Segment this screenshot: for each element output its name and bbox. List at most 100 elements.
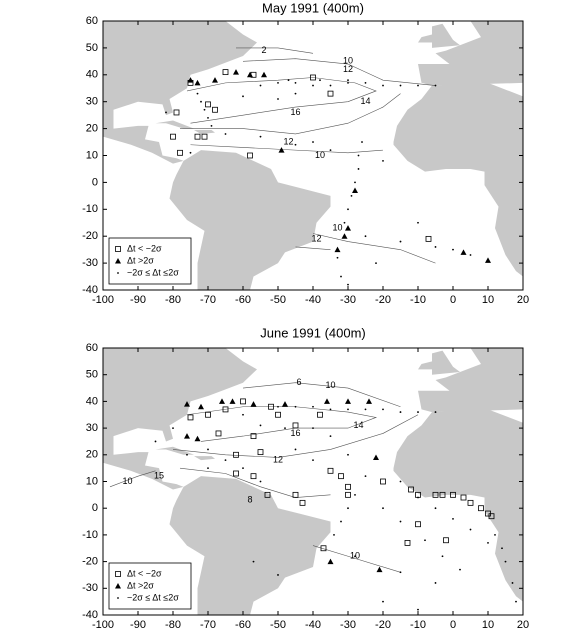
dot-marker	[459, 568, 461, 571]
legend: Δt < −2σ Δt >2σ −2σ ≤ Δt ≤2σ	[108, 237, 192, 285]
contour-label: 6	[296, 377, 301, 387]
y-tick-label: 20	[86, 449, 98, 461]
square-marker	[478, 505, 484, 512]
triangle-marker	[345, 225, 351, 231]
square-marker	[450, 491, 456, 498]
legend: Δt < −2σ Δt >2σ −2σ ≤ Δt ≤2σ	[108, 562, 192, 610]
square-marker	[205, 411, 211, 418]
dot-marker	[277, 405, 279, 408]
triangle-marker	[460, 249, 467, 255]
dot-marker	[417, 221, 419, 224]
square-marker	[467, 499, 474, 506]
dot-marker	[259, 84, 262, 87]
legend-label: Δt >2σ	[127, 255, 154, 265]
dot-marker	[364, 81, 367, 84]
dot-marker	[364, 475, 367, 478]
square-marker	[247, 152, 253, 159]
land	[432, 350, 460, 375]
dot-marker	[469, 254, 472, 256]
dot-marker	[399, 240, 402, 243]
triangle-marker	[345, 398, 351, 404]
dot-marker	[312, 405, 314, 408]
land	[155, 446, 194, 455]
dot-marker	[242, 467, 244, 470]
y-tick-label: 20	[86, 123, 98, 135]
legend-label: −2σ ≤ Δt ≤2σ	[127, 267, 179, 277]
dot-marker	[277, 574, 279, 576]
dot-marker	[434, 507, 437, 510]
square-marker	[173, 109, 180, 116]
triangle-marker	[194, 79, 201, 86]
land	[194, 456, 215, 461]
dot-marker	[200, 100, 202, 103]
triangle-marker	[229, 398, 236, 404]
land	[393, 82, 523, 277]
dot-marker	[452, 248, 454, 251]
dot-marker	[399, 480, 402, 483]
triangle-marker	[184, 401, 190, 407]
land	[169, 150, 331, 290]
dot-marker	[382, 84, 384, 87]
contour	[109, 470, 156, 488]
x-tick-label: -50	[270, 294, 286, 306]
contour	[312, 545, 401, 573]
dot-marker	[333, 534, 335, 536]
panel: 6101614128101510-100-90-80-70-60-50-40-3…	[82, 325, 529, 630]
x-tick-label: -70	[200, 294, 216, 306]
land	[103, 348, 257, 490]
triangle-marker	[115, 583, 121, 589]
contour-label: 10	[122, 476, 132, 486]
x-tick-label: -100	[92, 294, 114, 306]
y-tick-label: 40	[86, 395, 98, 407]
x-tick-label: 10	[482, 294, 494, 306]
dot-marker	[329, 84, 332, 87]
y-tick-label: 30	[86, 422, 98, 434]
square-marker	[425, 235, 432, 242]
dot-marker	[210, 125, 213, 127]
y-tick-label: 10	[86, 149, 98, 161]
dot-marker	[294, 143, 297, 146]
square-marker	[275, 411, 281, 418]
dot-marker	[434, 582, 437, 584]
y-tick-label: 60	[86, 342, 98, 354]
x-tick-label: -70	[200, 619, 216, 631]
contour-label: 12	[343, 64, 353, 74]
square-marker	[264, 491, 271, 498]
contour-label: 12	[273, 455, 283, 465]
legend-label: −2σ ≤ Δt ≤2σ	[127, 592, 179, 602]
x-tick-label: 0	[450, 294, 456, 306]
square-marker	[380, 478, 386, 485]
contour-label: 14	[353, 420, 363, 430]
dot-marker	[354, 493, 356, 496]
square-marker	[233, 470, 239, 477]
triangle-marker	[352, 187, 358, 193]
x-tick-label: -60	[235, 619, 251, 631]
triangle-marker	[187, 77, 194, 83]
dot-marker	[154, 440, 157, 443]
land	[418, 21, 523, 86]
dot-marker	[354, 181, 356, 184]
dot-marker	[242, 413, 244, 416]
triangle-marker	[184, 433, 190, 439]
contour	[190, 144, 384, 154]
square-marker	[194, 133, 201, 140]
square-marker	[177, 149, 183, 156]
contour-label: 12	[283, 136, 293, 146]
square-marker	[222, 406, 229, 413]
square-marker	[201, 133, 208, 140]
dot-marker	[347, 79, 349, 82]
land	[418, 348, 523, 413]
dot-marker	[347, 453, 349, 456]
dot-marker	[312, 427, 314, 429]
square-marker	[404, 540, 411, 546]
x-tick-label: -20	[375, 619, 391, 631]
contour-label: 10	[343, 56, 353, 66]
square-marker	[257, 449, 264, 456]
dot-marker	[294, 81, 297, 84]
dot-marker	[203, 108, 206, 111]
land	[393, 409, 523, 602]
square-marker	[115, 571, 121, 577]
dot-marker	[417, 496, 419, 499]
contour	[186, 406, 378, 442]
